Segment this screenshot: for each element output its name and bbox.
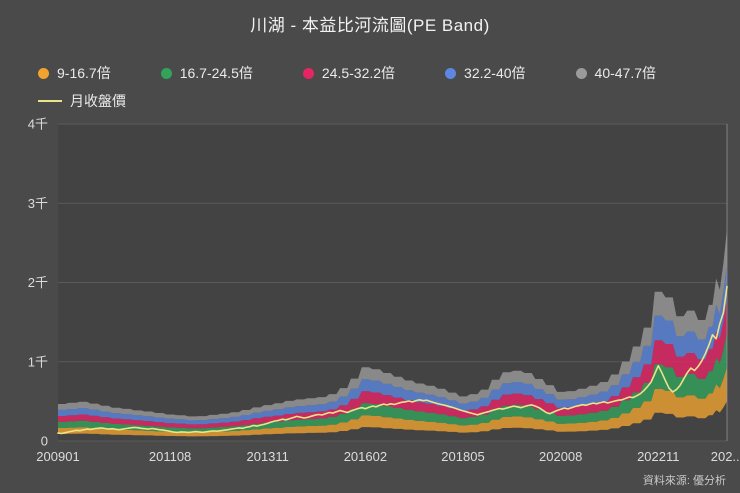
svg-text:3千: 3千 [28, 196, 48, 211]
svg-text:200901: 200901 [36, 449, 79, 464]
svg-text:2千: 2千 [28, 275, 48, 290]
legend-dot-icon [302, 67, 314, 79]
legend-item-band-3[interactable]: 24.5-32.2倍 [302, 63, 396, 83]
legend-item-label: 月收盤價 [70, 93, 126, 109]
legend-dot-icon [38, 67, 49, 79]
legend-item-band-4[interactable]: 32.2-40倍 [445, 63, 526, 83]
legend-item-band-5[interactable]: 40-47.7倍 [575, 63, 657, 83]
svg-text:201805: 201805 [441, 449, 484, 464]
legend-item-label: 32.2-40倍 [464, 65, 526, 81]
svg-text:201108: 201108 [149, 449, 191, 464]
legend: 9-16.7倍 16.7-24.5倍 24.5-32.2倍 32.2-40倍 4… [38, 63, 724, 111]
legend-item-label: 40-47.7倍 [594, 65, 657, 81]
legend-dot-icon [575, 67, 587, 79]
legend-item-label: 9-16.7倍 [57, 65, 111, 81]
svg-text:201311: 201311 [246, 449, 288, 464]
legend-item-price[interactable]: 月收盤價 [38, 91, 126, 111]
legend-item-band-1[interactable]: 9-16.7倍 [38, 63, 111, 83]
svg-text:202211: 202211 [637, 449, 679, 464]
chart-area: 0 1千 2千 3千 4千 200901 201108 201311 201602 201805 2… [0, 106, 740, 493]
data-source-label: 資料來源: 優分析 [642, 475, 726, 487]
pe-band-chart[interactable]: 0 1千 2千 3千 4千 200901 201108 201311 201602 201805 2… [0, 106, 740, 493]
legend-line-icon [38, 100, 62, 102]
legend-dot-icon [445, 67, 457, 79]
legend-item-band-2[interactable]: 16.7-24.5倍 [160, 63, 253, 83]
svg-text:201602: 201602 [344, 449, 387, 464]
chart-title: 川湖 - 本益比河流圖(PE Band) [250, 16, 490, 35]
svg-text:1千: 1千 [28, 354, 48, 369]
svg-text:202...: 202... [711, 449, 740, 464]
legend-item-label: 16.7-24.5倍 [179, 65, 253, 81]
legend-item-label: 24.5-32.2倍 [321, 65, 396, 81]
svg-text:202008: 202008 [539, 449, 582, 464]
legend-dot-icon [160, 67, 172, 79]
svg-text:4千: 4千 [28, 117, 48, 132]
legend-row-price: 月收盤價 [38, 91, 724, 111]
svg-text:0: 0 [41, 434, 48, 449]
legend-row-bands: 9-16.7倍 16.7-24.5倍 24.5-32.2倍 32.2-40倍 4… [38, 63, 724, 83]
